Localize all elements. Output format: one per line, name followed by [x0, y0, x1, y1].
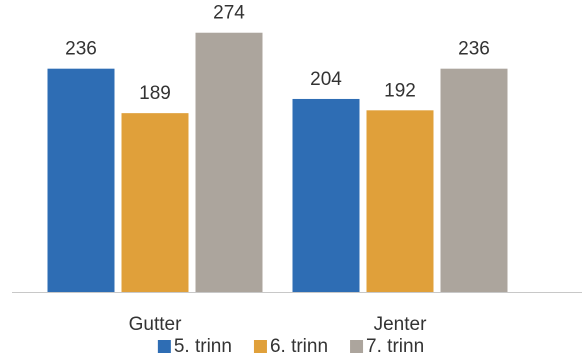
bar-gutter-series-2: [121, 113, 189, 293]
data-label-gutter-series-1: 236: [65, 39, 97, 60]
bar-gutter-series-1: [47, 68, 115, 293]
category-label-gutter: Gutter: [129, 314, 182, 335]
category-labels-layer: Gutter Jenter: [129, 314, 427, 335]
legend: 5. trinn 6. trinn 7. trinn: [157, 336, 424, 357]
bar-jenter-series-1: [292, 98, 360, 293]
data-label-gutter-series-2: 189: [139, 83, 171, 104]
legend-label-1: 5. trinn: [174, 336, 232, 357]
legend-swatch-3: [350, 340, 364, 353]
bars-layer: [47, 32, 508, 293]
category-label-jenter: Jenter: [374, 314, 427, 335]
legend-label-2: 6. trinn: [270, 336, 328, 357]
bar-jenter-series-3: [440, 68, 508, 293]
legend-swatch-1: [157, 340, 171, 353]
data-labels-layer: 236 189 274 204 192 236: [65, 3, 490, 104]
data-label-gutter-series-3: 274: [213, 3, 245, 24]
bar-jenter-series-2: [366, 110, 434, 292]
data-label-jenter-series-2: 192: [384, 80, 416, 101]
data-label-jenter-series-1: 204: [310, 69, 342, 90]
data-label-jenter-series-3: 236: [458, 39, 490, 60]
legend-swatch-2: [253, 340, 267, 353]
legend-label-3: 7. trinn: [366, 336, 424, 357]
bar-gutter-series-3: [195, 32, 263, 293]
